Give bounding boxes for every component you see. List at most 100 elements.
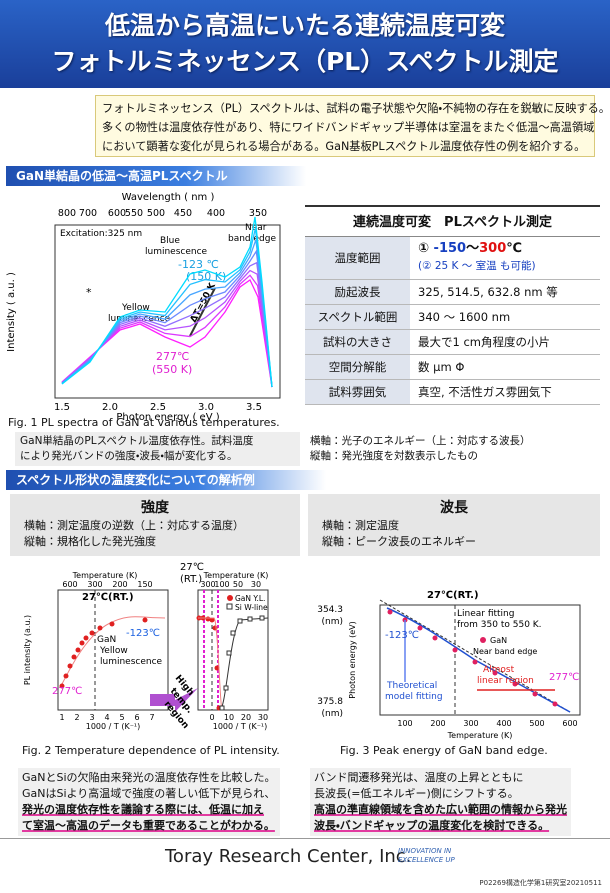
table-value: 数 μm Φ <box>410 354 600 380</box>
point <box>214 665 220 671</box>
spectrum-curve <box>61 279 273 388</box>
annotation: luminescence <box>145 247 208 257</box>
point <box>79 640 85 646</box>
temp-part: ～ <box>466 241 480 257</box>
point <box>209 617 215 623</box>
note-line: 横軸：光子のエネルギー（上：対応する波長） <box>310 435 531 447</box>
code: P02269構造化学第1研究室20210511 <box>479 879 602 887</box>
point <box>452 647 458 653</box>
arrow <box>189 287 216 337</box>
table-label: 試料雰囲気 <box>305 379 410 405</box>
divider <box>0 838 610 839</box>
axis-label: 1000 / T (K⁻¹) <box>86 722 141 731</box>
legend-entry: GaN <box>490 636 507 645</box>
temp-part: ① <box>418 241 430 257</box>
company: Toray Research Center, Inc. <box>165 846 412 867</box>
legend-entry: Si W-line <box>235 603 268 612</box>
panel-title: 波長 <box>440 500 468 516</box>
axis-label: Intensity ( a.u. ) <box>6 272 17 352</box>
note: 横軸：光子のエネルギー（上：対応する波長） 縦軸：発光強度を対数表示したもの <box>310 434 531 464</box>
table-label: 温度範囲 <box>305 237 410 280</box>
point <box>109 621 115 627</box>
logo-line: EXCELLENCE UP <box>398 856 455 864</box>
point <box>512 681 518 687</box>
fit-line <box>379 599 571 713</box>
point <box>492 670 498 676</box>
summary-line: 高温の準直線領域を含めた広い範囲の情報から発光 <box>314 803 567 816</box>
tick-label: 800 <box>58 208 76 219</box>
caption: Fig. 3 Peak energy of GaN band edge. <box>340 744 548 757</box>
table-title: 連続温度可変 PLスペクトル測定 <box>305 205 600 237</box>
section-bar: GaN単結晶の低温～高温PLスペクトル <box>6 166 306 186</box>
tick-label: 550 <box>125 208 143 219</box>
plot-frame <box>379 604 581 716</box>
axis-label: Wavelength ( nm ) <box>122 192 215 203</box>
tick-label: 4 <box>104 713 109 722</box>
point <box>247 616 253 622</box>
tick-label: 600 <box>108 208 126 219</box>
title-line: フォトルミネッセンス（PL）スペクトル測定 <box>51 47 559 76</box>
panel-line: 縦軸：ピーク波長のエネルギー <box>322 535 476 548</box>
axis-label: Photon energy (eV) <box>348 621 357 699</box>
point <box>219 705 225 711</box>
annotation: 27℃ <box>180 562 204 573</box>
summary-line: バンド間遷移発光は、温度の上昇とともに <box>314 771 524 784</box>
tick-label: 400 <box>207 208 225 219</box>
temp-sub: (② 25 K ～ 室温 も可能) <box>418 260 536 273</box>
spectrum-curve <box>61 249 273 388</box>
tick-label: 10 <box>224 713 234 722</box>
panel-title: 強度 <box>141 500 169 516</box>
point <box>142 617 148 623</box>
caption: Fig. 2 Temperature dependence of PL inte… <box>22 744 280 757</box>
tick-label: 3.5 <box>246 402 262 413</box>
point <box>89 630 95 636</box>
summary-line: て室温～高温のデータも重要であることがわかる。 <box>22 819 275 832</box>
note-line: 縦軸：発光強度を対数表示したもの <box>310 450 478 462</box>
fit-curve <box>386 607 571 713</box>
table-row: スペクトル範囲 340 ～ 1600 nm <box>305 304 600 330</box>
spectrum-curve <box>61 239 273 388</box>
tick-label: 600 <box>562 719 577 728</box>
annotation: from 350 to 550 K. <box>457 620 542 630</box>
legend-marker <box>480 637 486 643</box>
tick-label: 1 <box>59 713 64 722</box>
table-value: 325, 514.5, 632.8 nm 等 <box>410 279 600 305</box>
temp-part: -150 <box>433 241 467 257</box>
spectrum-curve <box>61 269 273 388</box>
tick-label: 1.5 <box>54 402 70 413</box>
annotation: * <box>86 286 92 299</box>
table-label: スペクトル範囲 <box>305 304 410 330</box>
table: 温度範囲 ① -150～300℃ (② 25 K ～ 室温 も可能) 励起波長 3… <box>305 237 600 405</box>
annotation: Yellow <box>99 646 128 656</box>
legend-marker <box>227 595 233 601</box>
intro: フォトルミネッセンス（PL）スペクトルは、試料の電子状態や欠陥・不純物の存在を鋭… <box>95 95 610 157</box>
tick-label: 50 <box>233 580 243 589</box>
annotation: (550 K) <box>152 363 192 376</box>
annotation: 27℃(RT.) <box>82 592 134 603</box>
table-value: 最大で1 cm角程度の小片 <box>410 329 600 355</box>
point <box>97 625 103 631</box>
tick-label: 3 <box>89 713 94 722</box>
tick-label: 30 <box>258 713 268 722</box>
tick-label: 5 <box>119 713 124 722</box>
panel-line: 横軸：測定温度 <box>322 519 399 532</box>
annotation: (RT.) <box>180 574 202 585</box>
spectrum-curve <box>61 216 273 388</box>
tick-label: 100 <box>397 719 412 728</box>
summary-line: 長波長(=低エネルギー)側にシフトする。 <box>314 787 519 800</box>
summary-line: 波長・バンドギャップの温度変化を検討できる。 <box>314 819 550 832</box>
annotation: linear region <box>477 676 534 686</box>
spectrum-curve <box>61 261 273 388</box>
logo: INNOVATION IN EXCELLENCE UP <box>398 847 455 865</box>
summary: バンド間遷移発光は、温度の上昇とともに 長波長(=低エネルギー)側にシフトする。… <box>310 768 571 836</box>
annotation: model fitting <box>385 692 443 702</box>
table-label: 試料の大きさ <box>305 329 410 355</box>
point <box>532 691 538 697</box>
point <box>237 618 243 624</box>
figure-1: Wavelength ( nm ) Photon energy ( eV ) I… <box>0 192 281 423</box>
intro-line: において顕著な変化が見られる場合がある。GaN基板PLスペクトル温度依存性の例を… <box>102 140 586 153</box>
tick-label: 300 <box>200 580 215 589</box>
point <box>71 654 77 660</box>
point <box>223 685 229 691</box>
